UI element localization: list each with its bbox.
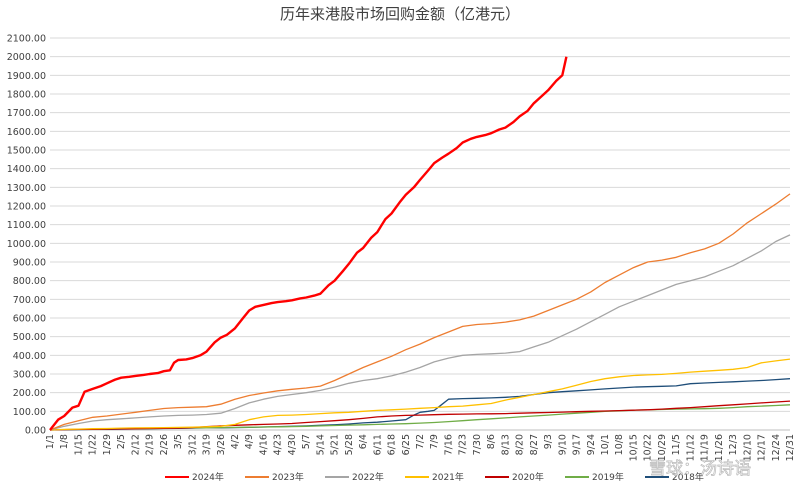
legend-label: 2023年	[272, 471, 304, 483]
legend-label: 2020年	[512, 471, 544, 483]
legend: 2024年 2023年 2022年 2021年 2020年 2019年 2018年	[165, 471, 704, 483]
watermark-text: 雪球：汤诗语	[649, 459, 751, 479]
x-tick-label: 1/1	[45, 434, 56, 449]
legend-label: 2021年	[432, 471, 464, 483]
y-tick-label: 200.00	[13, 388, 46, 399]
x-tick-label: 1/22	[88, 434, 99, 455]
x-tick-label: 7/2	[415, 434, 426, 449]
chart-title: 历年来港股市场回购金额（亿港元）	[280, 5, 520, 23]
x-tick-label: 12/17	[757, 434, 768, 461]
x-tick-label: 4/2	[230, 434, 241, 449]
y-tick-label: 1100.00	[7, 220, 46, 231]
y-tick-label: 1200.00	[7, 202, 46, 213]
x-tick-label: 9/10	[557, 434, 568, 455]
x-tick-label: 7/30	[472, 434, 483, 455]
x-tick-label: 3/26	[216, 434, 227, 455]
x-tick-label: 3/19	[202, 434, 213, 455]
x-tick-label: 7/16	[443, 434, 454, 455]
x-tick-label: 12/24	[771, 434, 782, 461]
x-tick-label: 2/19	[145, 434, 156, 455]
x-tick-label: 6/4	[358, 434, 369, 449]
y-tick-label: 2100.00	[7, 34, 46, 45]
x-tick-label: 3/5	[173, 434, 184, 449]
y-tick-label: 1700.00	[7, 108, 46, 119]
y-tick-label: 500.00	[13, 332, 46, 343]
x-tick-label: 9/3	[543, 434, 554, 449]
x-tick-label: 5/7	[301, 434, 312, 449]
legend-label: 2024年	[192, 471, 224, 483]
legend-label: 2022年	[352, 471, 384, 483]
y-tick-label: 1900.00	[7, 71, 46, 82]
y-tick-label: 700.00	[13, 295, 46, 306]
y-tick-label: 0.00	[25, 426, 46, 437]
x-tick-label: 2/12	[130, 434, 141, 455]
x-tick-label: 11/5	[671, 434, 682, 455]
x-tick-label: 4/16	[258, 434, 269, 455]
y-tick-label: 1800.00	[7, 90, 46, 101]
x-tick-label: 10/1	[600, 434, 611, 455]
x-tick-label: 5/28	[344, 434, 355, 455]
x-tick-label: 2/5	[116, 434, 127, 449]
x-tick-label: 6/18	[387, 434, 398, 455]
x-tick-label: 10/22	[643, 434, 654, 461]
y-tick-label: 900.00	[13, 258, 46, 269]
x-tick-label: 11/19	[700, 434, 711, 461]
x-tick-label: 10/15	[628, 434, 639, 461]
y-tick-label: 400.00	[13, 351, 46, 362]
grid-lines	[50, 37, 790, 412]
x-tick-label: 8/20	[515, 434, 526, 455]
x-tick-label: 5/21	[330, 434, 341, 455]
x-tick-label: 12/10	[742, 434, 753, 461]
x-tick-label: 1/29	[102, 434, 113, 455]
series-line	[49, 358, 791, 431]
y-tick-label: 1400.00	[7, 164, 46, 175]
x-tick-label: 6/11	[372, 434, 383, 455]
series-line	[49, 378, 791, 431]
y-tick-label: 1500.00	[7, 146, 46, 157]
x-tick-label: 4/23	[273, 434, 284, 455]
y-tick-label: 1000.00	[7, 239, 46, 250]
x-tick-label: 10/29	[657, 434, 668, 461]
y-axis-tick-labels: 0.00 100.00 200.00 300.00 400.00 500.00 600.00…	[7, 34, 46, 437]
y-tick-label: 300.00	[13, 370, 46, 381]
x-tick-label: 2/26	[159, 434, 170, 455]
y-tick-label: 2000.00	[7, 52, 46, 63]
x-tick-label: 3/12	[187, 434, 198, 455]
x-tick-label: 7/9	[429, 434, 440, 449]
x-tick-label: 9/17	[572, 434, 583, 455]
x-tick-label: 1/15	[73, 434, 84, 455]
x-axis-tick-labels: 1/1 1/8 1/15 1/22 1/29 2/5 2/12 2/19 2/26 3/5 3/12…	[45, 434, 796, 461]
y-tick-label: 1600.00	[7, 127, 46, 138]
series-line	[49, 234, 791, 431]
x-tick-label: 8/27	[529, 434, 540, 455]
x-tick-label: 8/13	[500, 434, 511, 455]
legend-label: 2019年	[592, 471, 624, 483]
y-tick-label: 1300.00	[7, 183, 46, 194]
x-tick-label: 11/12	[685, 434, 696, 461]
x-tick-label: 12/3	[728, 434, 739, 455]
y-tick-label: 600.00	[13, 314, 46, 325]
x-tick-label: 5/14	[315, 434, 326, 455]
y-tick-label: 100.00	[13, 407, 46, 418]
series-line	[49, 193, 791, 431]
x-tick-label: 1/8	[59, 434, 70, 449]
x-tick-label: 9/24	[586, 434, 597, 455]
x-tick-label: 6/25	[401, 434, 412, 455]
x-tick-label: 4/30	[287, 434, 298, 455]
y-tick-label: 800.00	[13, 276, 46, 287]
x-tick-label: 10/8	[614, 434, 625, 455]
x-tick-label: 11/26	[714, 434, 725, 461]
legend-label: 2018年	[672, 471, 704, 483]
series-line	[49, 400, 791, 431]
series-lines	[49, 56, 791, 431]
x-tick-label: 8/6	[486, 434, 497, 449]
x-tick-label: 12/31	[785, 434, 796, 461]
x-tick-label: 7/23	[458, 434, 469, 455]
x-tick-label: 4/9	[244, 434, 255, 449]
series-line	[49, 56, 568, 431]
